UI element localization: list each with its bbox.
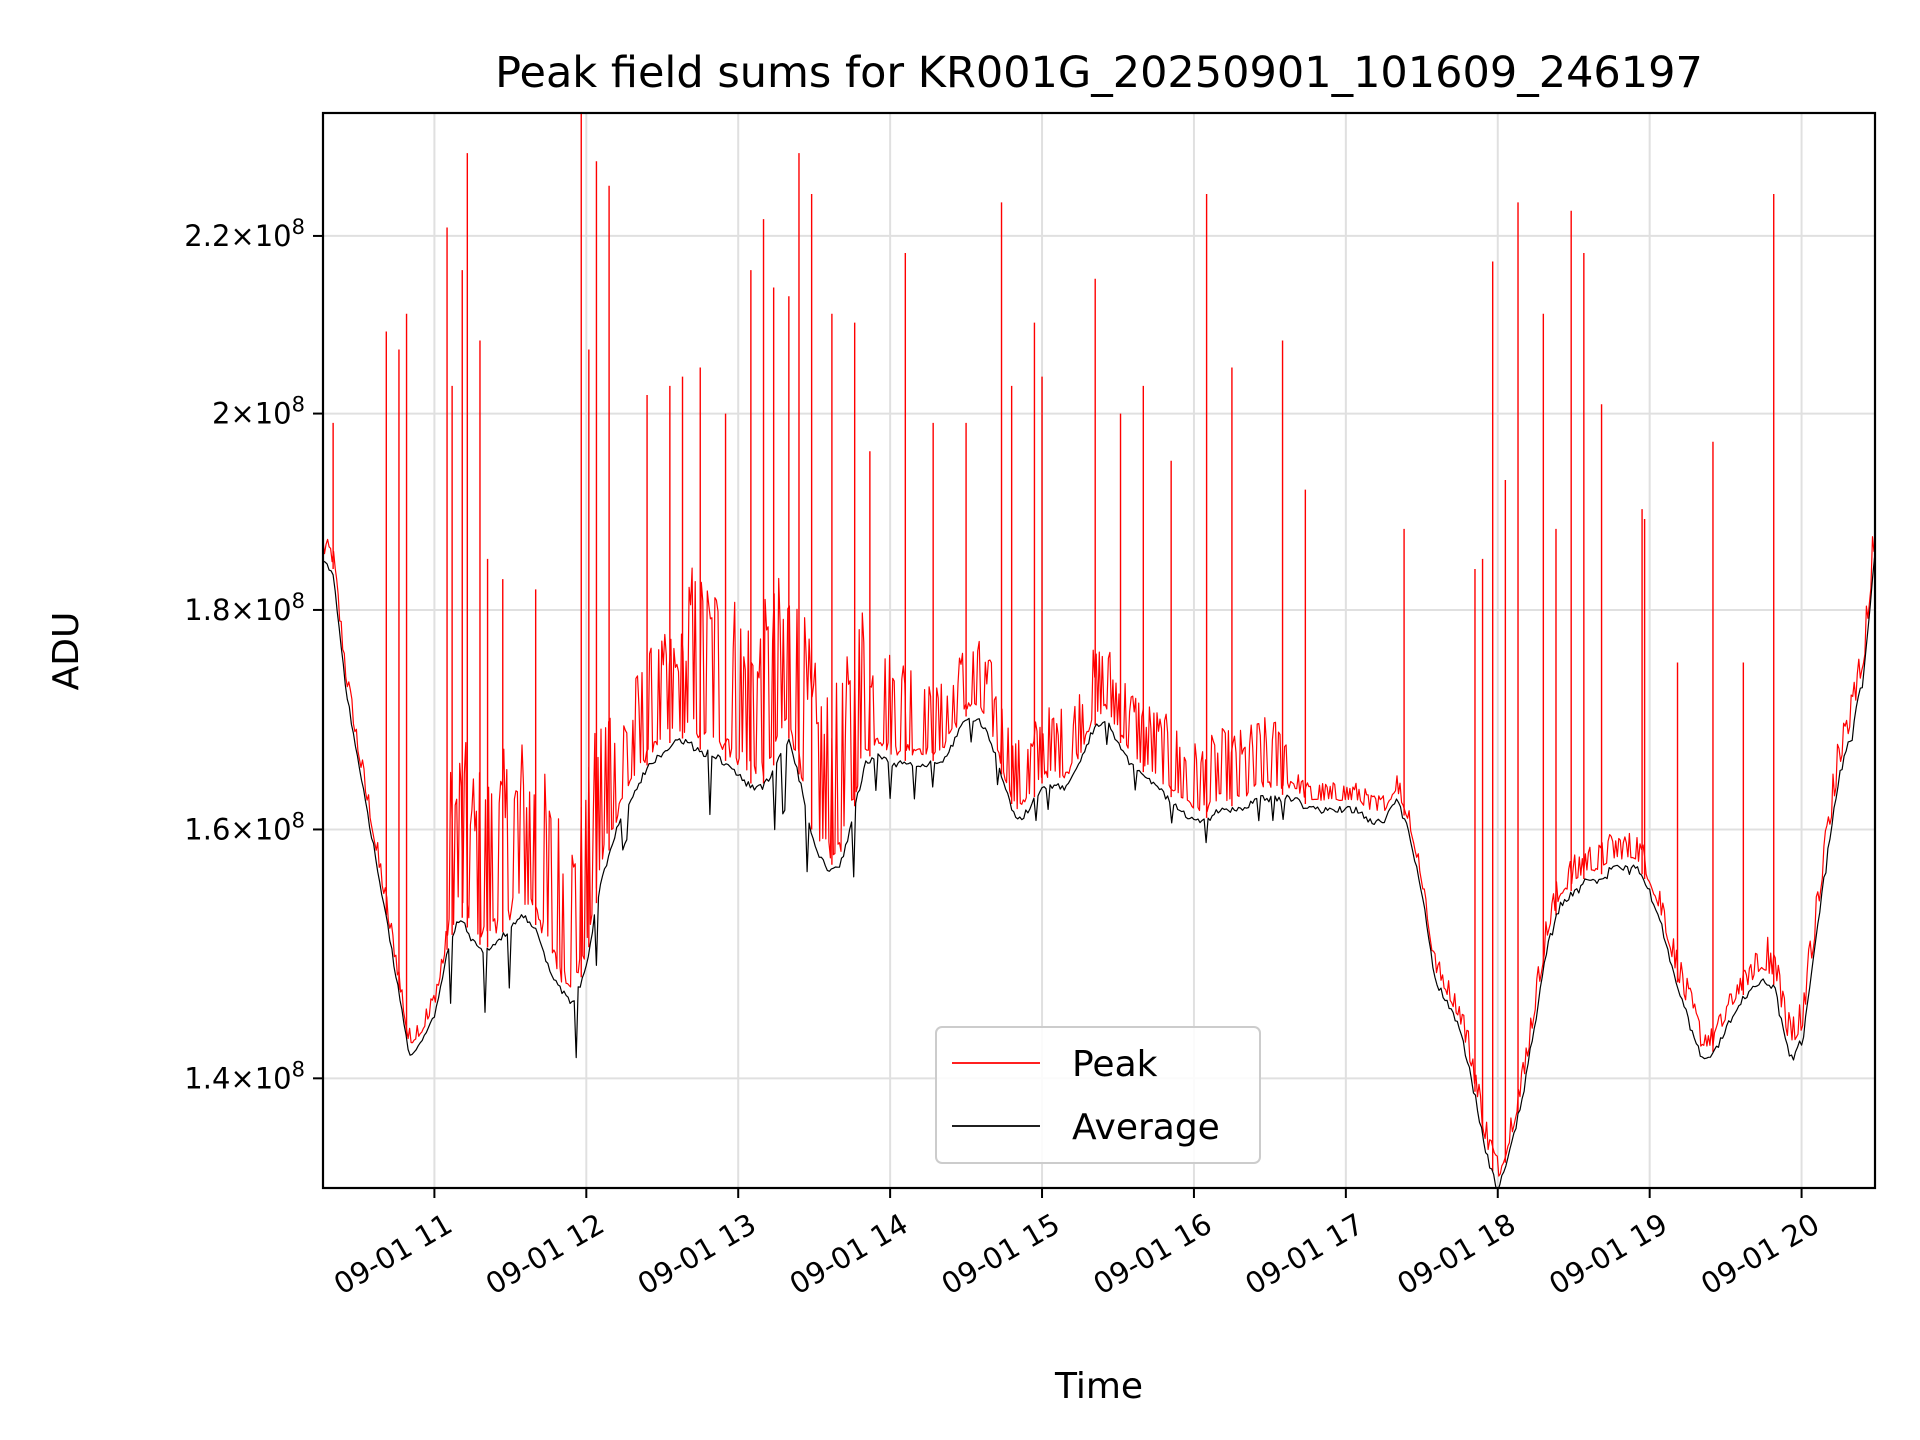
y-axis: 1.4×108 1.6×108 1.8×108 2×108 2.2×108 <box>184 215 323 1095</box>
plot-frame <box>321 111 1877 1190</box>
x-axis-title: Time <box>1054 1366 1143 1407</box>
y-tick-label: 2.2×108 <box>184 215 305 253</box>
y-tick-label: 1.6×108 <box>184 808 305 846</box>
y-tick-label: 1.4×108 <box>184 1057 305 1095</box>
legend-box <box>935 1026 1261 1164</box>
chart-title: Peak field sums for KR001G_20250901_1016… <box>495 48 1703 98</box>
average-series-line <box>323 557 1875 1188</box>
plot-data <box>323 113 1875 1188</box>
y-tick-label: 2×108 <box>212 393 305 431</box>
legend: Peak Average <box>935 1026 1261 1164</box>
legend-peak-label: Peak <box>1072 1044 1158 1085</box>
y-tick-label: 1.8×108 <box>184 589 305 627</box>
series-layer <box>323 113 1875 1188</box>
legend-average-label: Average <box>1072 1107 1220 1148</box>
y-axis-title: ADU <box>46 612 87 691</box>
